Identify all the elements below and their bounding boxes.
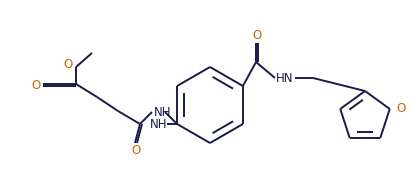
Text: NH: NH xyxy=(150,117,168,130)
Text: O: O xyxy=(132,144,141,158)
Text: O: O xyxy=(31,79,41,91)
Text: NH: NH xyxy=(154,105,172,118)
Text: O: O xyxy=(252,28,261,42)
Text: O: O xyxy=(63,57,72,71)
Text: HN: HN xyxy=(276,71,294,84)
Text: O: O xyxy=(397,102,406,115)
